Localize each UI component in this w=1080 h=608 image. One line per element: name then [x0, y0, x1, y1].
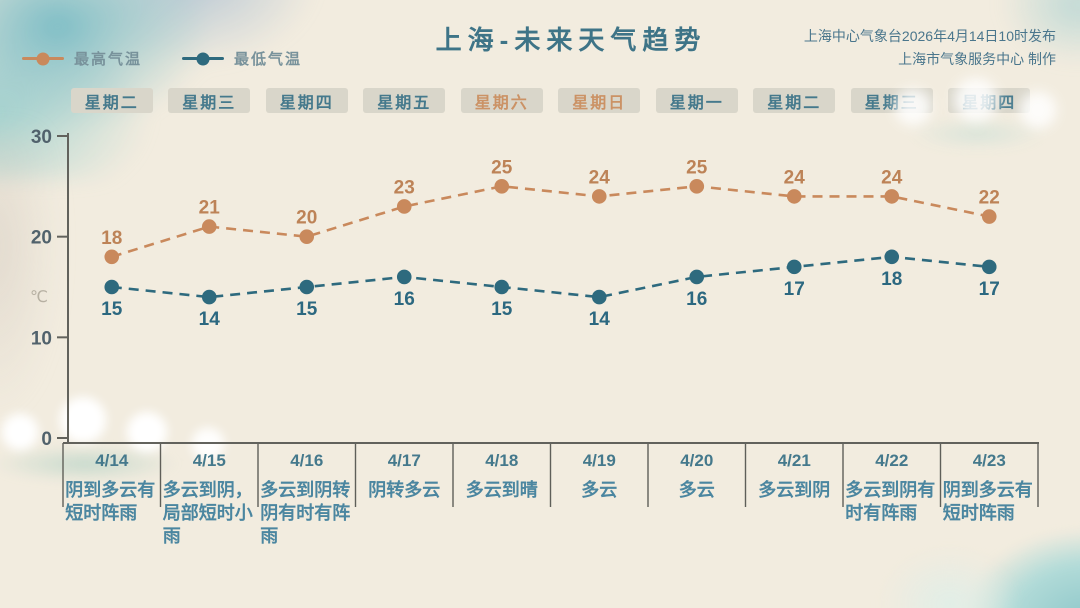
low-temp-point [689, 269, 705, 285]
high-temp-label: 22 [979, 188, 1000, 209]
low-temp-label: 16 [686, 289, 707, 310]
forecast-description: 多云到阴 [746, 479, 843, 502]
y-tick-label: 10 [31, 328, 52, 349]
forecast-description-text: 阴到多云有短时阵雨 [65, 480, 156, 523]
legend-marker-icon [182, 57, 225, 60]
high-temp-point [981, 209, 997, 224]
forecast-date: 4/23 [972, 451, 1006, 470]
forecast-description-text: 多云 [581, 480, 618, 500]
legend-marker-icon [22, 57, 64, 60]
weekday-chip: 星期日 [558, 88, 641, 113]
low-temp-point [591, 289, 607, 305]
forecast-description-text: 多云到阴 [758, 480, 831, 500]
legend-label: 最高气温 [74, 51, 143, 68]
forecast-date: 4/15 [192, 451, 226, 470]
celsius-axis-label: ℃ [30, 289, 48, 306]
high-temp-point [786, 189, 802, 204]
high-temp-point [104, 249, 120, 265]
high-temp-label: 24 [784, 167, 806, 188]
forecast-date: 4/16 [290, 451, 324, 470]
high-temp-point [396, 199, 412, 214]
high-temp-label: 21 [199, 198, 221, 219]
low-temp-label: 14 [199, 309, 221, 330]
low-temp-label: 15 [491, 299, 513, 320]
low-temp-label: 15 [101, 299, 123, 320]
forecast-description-text: 多云到晴 [465, 480, 538, 500]
forecast-description-text: 多云 [678, 480, 715, 500]
y-tick-label: 20 [31, 228, 52, 249]
forecast-description: 阴转多云 [356, 479, 453, 502]
high-temp-label: 25 [491, 157, 513, 178]
low-temp-line [111, 255, 990, 299]
forecast-description: 多云到阴转阴有时有阵雨 [258, 479, 355, 548]
low-temp-point [981, 259, 997, 275]
high-temp-label: 25 [686, 157, 708, 178]
forecast-description: 多云到阴，局部短时小雨 [161, 479, 258, 548]
forecast-description: 多云 [551, 479, 648, 502]
forecast-date: 4/20 [680, 451, 714, 470]
legend-item: 最高气温 [22, 48, 142, 69]
forecast-date: 4/17 [387, 451, 421, 470]
low-temp-point [104, 279, 120, 295]
low-temp-label: 16 [394, 289, 415, 310]
low-temp-label: 15 [296, 299, 318, 320]
forecast-description: 阴到多云有短时阵雨 [63, 479, 160, 525]
low-temp-point [494, 279, 510, 295]
high-temp-label: 20 [296, 208, 317, 229]
forecast-description: 多云到晴 [453, 479, 550, 502]
forecast-description: 阴到多云有短时阵雨 [941, 479, 1038, 525]
chart-legend: 最高气温 最低气温 [22, 48, 302, 69]
high-temp-label: 24 [881, 167, 903, 188]
forecast-description-text: 阴转多云 [368, 480, 441, 500]
y-tick-label: 0 [41, 429, 52, 450]
forecast-date: 4/14 [95, 451, 129, 470]
low-temp-label: 14 [589, 309, 611, 330]
weekday-chip: 星期一 [655, 88, 738, 113]
high-temp-point [591, 189, 607, 204]
legend-label: 最低气温 [234, 51, 303, 68]
forecast-date: 4/19 [582, 451, 616, 470]
forecast-description-text: 多云到阴，局部短时小雨 [162, 480, 253, 546]
high-temp-label: 18 [101, 228, 122, 249]
high-temp-label: 24 [589, 167, 611, 188]
forecast-description: 多云到阴有时有阵雨 [843, 479, 940, 525]
low-temp-point [884, 249, 900, 265]
forecast-date: 4/18 [485, 451, 519, 470]
high-temp-point [201, 219, 217, 234]
high-temp-point [689, 179, 705, 194]
weekday-chip: 星期六 [460, 88, 543, 113]
high-temp-line [111, 184, 990, 259]
low-temp-point [299, 279, 315, 295]
high-temp-point [494, 179, 510, 194]
source-line2: 上海市气象服务中心 制作 [898, 51, 1056, 67]
weekday-chip: 星期二 [753, 88, 836, 113]
forecast-date: 4/22 [875, 451, 909, 470]
source-line1: 上海中心气象台2026年4月14日10时发布 [803, 28, 1056, 44]
low-temp-point [201, 289, 217, 305]
low-temp-label: 17 [784, 279, 805, 300]
low-temp-label: 17 [979, 279, 1000, 300]
y-tick-label: 30 [31, 127, 52, 148]
high-temp-point [884, 189, 900, 204]
low-temp-point [396, 269, 412, 285]
legend-item: 最低气温 [182, 48, 302, 69]
high-temp-point [299, 229, 315, 244]
forecast-description-text: 多云到阴转阴有时有阵雨 [260, 480, 351, 546]
forecast-description-text: 阴到多云有短时阵雨 [942, 480, 1033, 523]
forecast-description-text: 多云到阴有时有阵雨 [845, 480, 936, 523]
high-temp-label: 23 [394, 177, 415, 198]
forecast-date: 4/21 [777, 451, 811, 470]
source-info: 上海中心气象台2026年4月14日10时发布 上海市气象服务中心 制作 [804, 25, 1056, 71]
low-temp-point [786, 259, 802, 275]
page-title: 上海-未来天气趋势 [435, 25, 707, 55]
forecast-description: 多云 [648, 479, 745, 502]
low-temp-label: 18 [881, 269, 902, 290]
